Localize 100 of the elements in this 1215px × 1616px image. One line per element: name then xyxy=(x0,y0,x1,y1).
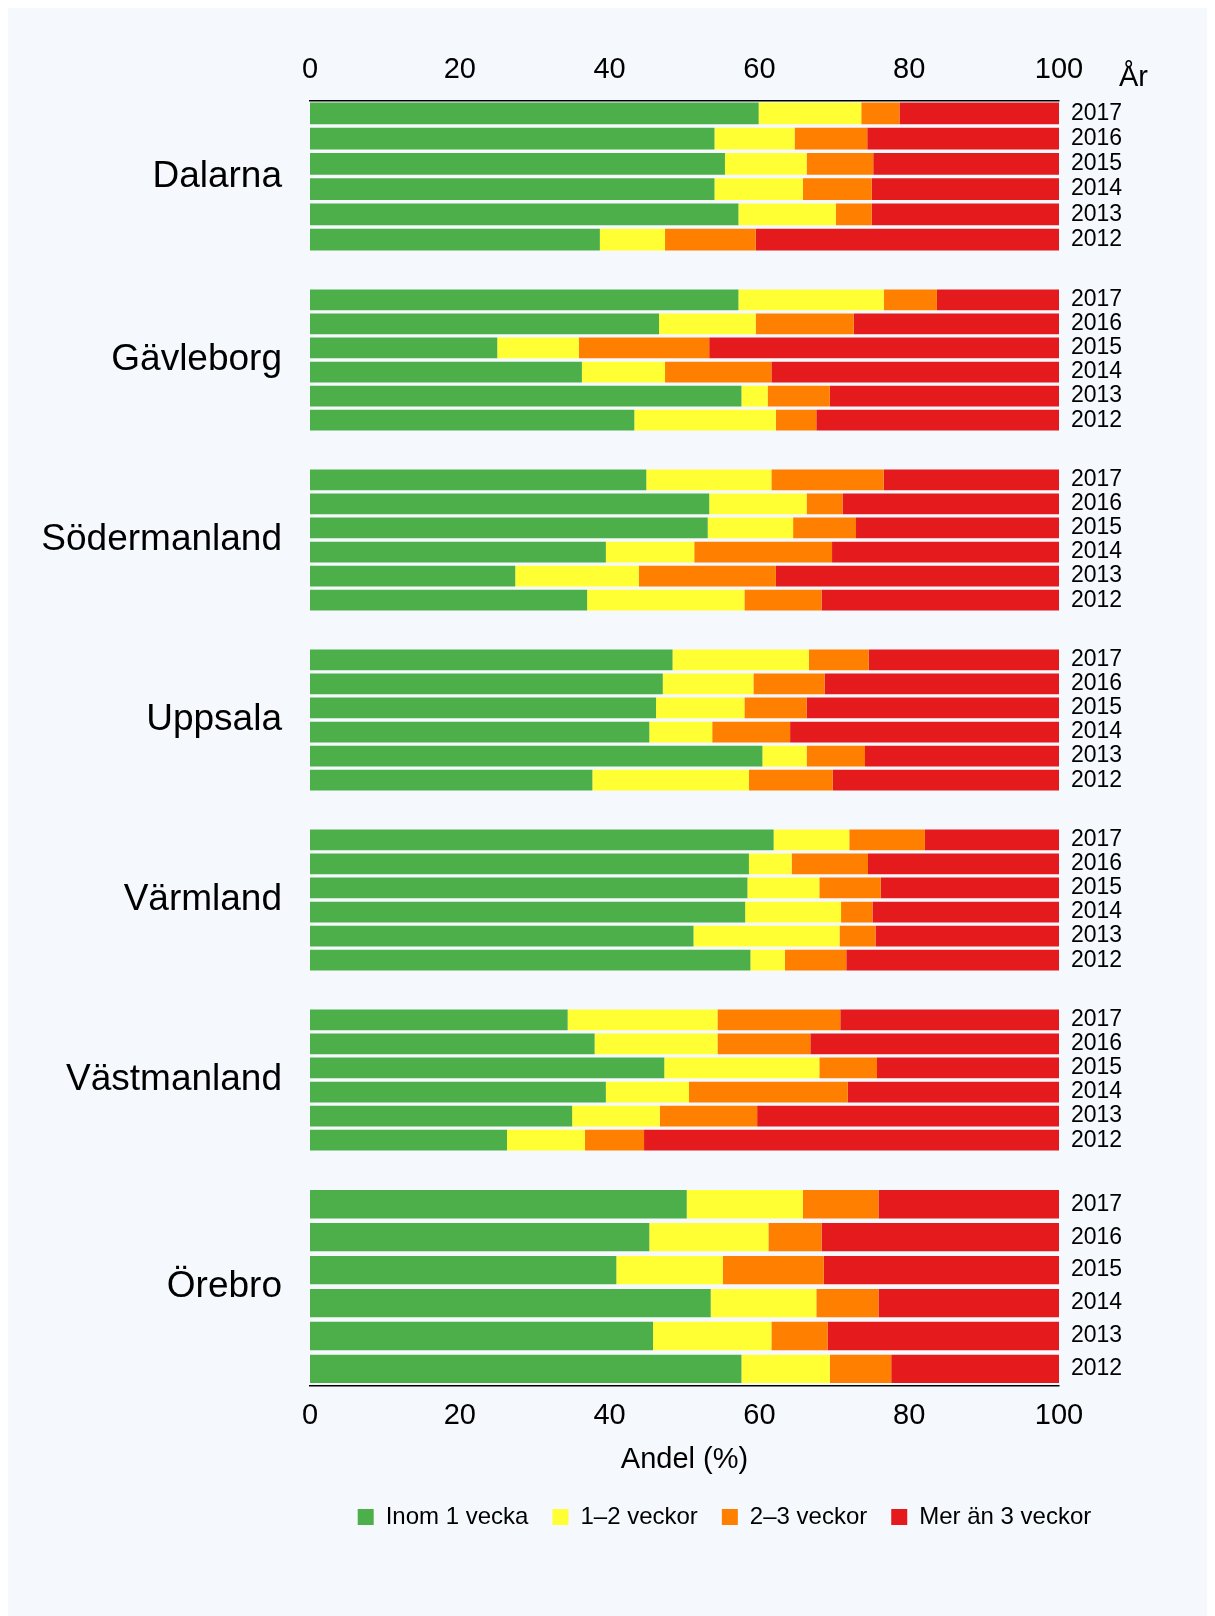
bar xyxy=(693,925,840,947)
x2-tick-label: 80 xyxy=(893,52,926,85)
bar xyxy=(878,1288,1059,1318)
bar xyxy=(744,589,822,611)
bar xyxy=(310,1321,654,1351)
bar xyxy=(310,901,746,923)
legend-label: 1–2 veckor xyxy=(580,1501,698,1529)
bar xyxy=(310,877,748,899)
legend-label: 2–3 veckor xyxy=(749,1501,868,1529)
bar xyxy=(310,178,715,200)
bar xyxy=(567,1009,718,1031)
bar xyxy=(310,228,600,251)
bar xyxy=(816,1288,879,1318)
bar xyxy=(775,409,817,431)
bar xyxy=(840,1009,1059,1031)
bar xyxy=(310,925,694,947)
bar xyxy=(806,493,843,515)
bar xyxy=(821,589,1059,611)
y-tick-label: 2017 xyxy=(1071,645,1123,672)
y-tick-label: 2017 xyxy=(1071,825,1123,852)
bar xyxy=(581,361,666,383)
bar xyxy=(768,1223,822,1252)
bar xyxy=(709,493,807,515)
bar xyxy=(771,361,1059,383)
bar xyxy=(662,673,754,695)
bar xyxy=(310,127,715,150)
bar xyxy=(659,1105,758,1127)
y-tick-label: 2015 xyxy=(1071,873,1123,900)
bar xyxy=(605,541,695,563)
bar xyxy=(310,1081,606,1103)
x-tick-label: 80 xyxy=(893,1397,926,1430)
bar xyxy=(775,565,1059,587)
y-tick-label: 2013 xyxy=(1071,381,1123,408)
bar xyxy=(865,745,1059,767)
x2-tick-label: 100 xyxy=(1034,52,1084,85)
bar xyxy=(717,1033,811,1055)
bar xyxy=(310,102,759,125)
bar xyxy=(802,1190,879,1219)
bar xyxy=(773,829,850,851)
y-tick-label: 2013 xyxy=(1071,199,1123,226)
bar xyxy=(757,1105,1059,1127)
bar xyxy=(741,1354,830,1384)
bar xyxy=(750,949,785,971)
y-tick-label: 2017 xyxy=(1071,1005,1123,1032)
y-tick-label: 2013 xyxy=(1071,1101,1123,1128)
bar xyxy=(310,1288,711,1318)
y-tick-label: 2014 xyxy=(1071,1077,1123,1104)
text: Dalarna xyxy=(152,153,283,195)
bar xyxy=(722,1255,824,1285)
x-tick-label: 20 xyxy=(443,1397,476,1430)
x2-tick-label: 20 xyxy=(443,52,476,85)
bar xyxy=(738,203,836,226)
bar xyxy=(310,721,650,743)
bar xyxy=(744,697,807,719)
bar xyxy=(572,1105,660,1127)
bar xyxy=(767,385,830,407)
bar xyxy=(506,1129,585,1151)
bar xyxy=(634,409,776,431)
bar xyxy=(665,228,756,251)
bar xyxy=(875,925,1059,947)
bar xyxy=(310,1057,665,1079)
bar xyxy=(853,313,1059,335)
text: Södermanland xyxy=(41,517,282,559)
bar xyxy=(841,901,873,923)
bar xyxy=(310,649,673,671)
bar xyxy=(806,745,866,767)
x2-tick-label: 0 xyxy=(301,52,319,85)
bar xyxy=(868,649,1059,671)
bar xyxy=(839,925,876,947)
bar xyxy=(587,589,745,611)
bar xyxy=(835,203,872,226)
bar xyxy=(310,1129,507,1151)
y-tick-label: 2015 xyxy=(1071,513,1123,540)
bar xyxy=(871,203,1059,226)
y-tick-label: 2014 xyxy=(1071,717,1123,744)
y-tick-label: 2015 xyxy=(1071,149,1123,176)
bar xyxy=(310,1033,595,1055)
y-tick-label: 2016 xyxy=(1071,849,1123,876)
y-tick-label: 2013 xyxy=(1071,921,1123,948)
bar xyxy=(829,385,1059,407)
bar xyxy=(310,289,739,311)
y-tick-label: 2013 xyxy=(1071,1321,1123,1348)
bar xyxy=(616,1255,723,1285)
bar xyxy=(310,745,763,767)
bar xyxy=(748,769,833,791)
text: År xyxy=(1119,60,1149,93)
y-tick-label: 2015 xyxy=(1071,693,1123,720)
bar xyxy=(784,949,847,971)
bar xyxy=(599,228,666,251)
bar xyxy=(821,1223,1059,1252)
bar xyxy=(710,1288,817,1318)
bar xyxy=(694,541,833,563)
bar xyxy=(762,745,807,767)
bar xyxy=(823,1255,1059,1285)
bar xyxy=(653,1321,772,1351)
bar xyxy=(793,517,857,539)
y-tick-label: 2012 xyxy=(1071,765,1123,792)
bar xyxy=(880,877,1059,899)
bar xyxy=(871,178,1059,200)
bar xyxy=(819,877,881,899)
